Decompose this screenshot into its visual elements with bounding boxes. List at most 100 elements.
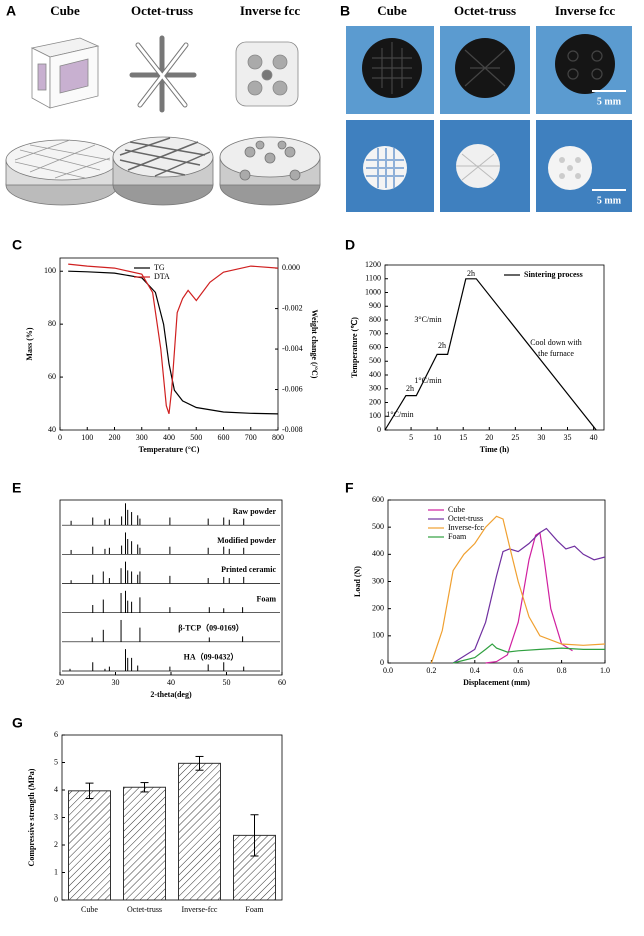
- bar: [123, 786, 166, 901]
- scaffold-models: [5, 136, 321, 206]
- y-tick-label: 2: [54, 840, 58, 849]
- bar: [68, 790, 111, 901]
- pattern-label: Raw powder: [233, 507, 277, 516]
- y-tick-label: 500: [372, 522, 384, 531]
- y-tick-label: 1200: [365, 260, 381, 269]
- y-tick-label: 80: [48, 319, 56, 328]
- pattern-label: Modified powder: [217, 536, 276, 545]
- panel-letter: F: [345, 480, 354, 496]
- panel-letter: G: [12, 715, 23, 731]
- column-title: Octet-truss: [131, 3, 193, 18]
- legend-label: Inverse-fcc: [448, 523, 484, 532]
- pattern-label: HA（09-0432）: [184, 652, 239, 662]
- y-tick-label: 200: [369, 397, 381, 406]
- y-tick-label: 1000: [365, 287, 381, 296]
- x-tick-label: 0.2: [426, 666, 436, 675]
- annotation: 1°C/min: [414, 376, 441, 385]
- plot-frame: [387, 499, 606, 664]
- x-tick-label: 800: [272, 433, 284, 442]
- legend-label: DTA: [154, 272, 170, 281]
- legend-label: Octet-truss: [448, 514, 483, 523]
- panel-letter: C: [12, 237, 22, 253]
- scale-bar-label: 5 mm: [597, 195, 622, 206]
- y-tick-label: 0: [377, 425, 381, 434]
- y-tick-label: 200: [372, 603, 384, 612]
- y-tick-label: 400: [369, 370, 381, 379]
- panel-letter: A: [6, 3, 16, 19]
- legend-label: Cube: [448, 505, 465, 514]
- y2-tick-label: -0.002: [282, 303, 303, 312]
- panel-letter: D: [345, 237, 355, 253]
- pattern-label: Printed ceramic: [221, 565, 276, 574]
- octet-model-faces: [136, 43, 188, 107]
- y-tick-label: 800: [369, 315, 381, 324]
- x-tick-label: 0.4: [470, 666, 480, 675]
- y-tick-label: 6: [54, 730, 58, 739]
- y-tick-label: 300: [372, 576, 384, 585]
- x-tick-label: Inverse-fcc: [182, 905, 218, 914]
- x-tick-label: 500: [190, 433, 202, 442]
- y-tick-label: 4: [54, 785, 58, 794]
- column-title: Octet-truss: [454, 3, 516, 18]
- y-tick-label: 40: [48, 425, 56, 434]
- y-tick-label: 60: [48, 372, 56, 381]
- x-tick-label: Octet-truss: [127, 905, 162, 914]
- x-tick-label: 40: [590, 433, 598, 442]
- pattern-label: β-TCP（09-0169）: [178, 623, 244, 633]
- x-tick-label: 200: [109, 433, 121, 442]
- column-title: Inverse fcc: [240, 3, 301, 18]
- x-tick-label: 600: [218, 433, 230, 442]
- x-tick-label: Foam: [245, 905, 264, 914]
- column-title: Inverse fcc: [555, 3, 616, 18]
- x-axis-label: Time (h): [480, 445, 510, 454]
- x-tick-label: 1.0: [600, 666, 610, 675]
- series-line: [485, 531, 573, 664]
- panel-letter: E: [12, 480, 21, 496]
- x-tick-label: 40: [167, 678, 175, 687]
- pattern-label: Foam: [256, 594, 276, 603]
- series-line: [68, 270, 279, 415]
- plot-frame: [59, 257, 279, 431]
- annotation: 2h: [438, 341, 446, 350]
- y-tick-label: 600: [369, 342, 381, 351]
- y2-tick-label: -0.006: [282, 384, 303, 393]
- legend-label: Foam: [448, 532, 467, 541]
- series-line: [452, 643, 605, 664]
- y-tick-label: 900: [369, 301, 381, 310]
- x-tick-label: 60: [278, 678, 286, 687]
- y-axis-label: Mass (%): [25, 327, 34, 360]
- y-tick-label: 100: [44, 266, 56, 275]
- y2-tick-label: -0.004: [282, 344, 303, 353]
- y-tick-label: 3: [54, 812, 58, 821]
- plot-frame: [59, 499, 283, 676]
- annotation: 1°C/min: [386, 410, 413, 419]
- column-title: Cube: [377, 3, 407, 18]
- y-tick-label: 100: [372, 631, 384, 640]
- series-line: [68, 263, 279, 414]
- x-tick-label: 0.0: [383, 666, 393, 675]
- column-title: Cube: [50, 3, 80, 18]
- annotation: the furnace: [538, 349, 574, 358]
- y-tick-label: 700: [369, 329, 381, 338]
- x-tick-label: 0: [58, 433, 62, 442]
- y-tick-label: 100: [369, 411, 381, 420]
- x-tick-label: 30: [537, 433, 545, 442]
- y-axis-label: Temperature (℃): [350, 317, 359, 378]
- x-tick-label: 20: [485, 433, 493, 442]
- x-tick-label: 0.8: [557, 666, 567, 675]
- x-axis-label: Displacement (mm): [463, 678, 530, 687]
- bar: [178, 762, 221, 901]
- y-tick-label: 1100: [365, 274, 381, 283]
- x-tick-label: 100: [81, 433, 93, 442]
- annotation: 2h: [406, 384, 414, 393]
- x-tick-label: 15: [459, 433, 467, 442]
- x-axis-label: 2-theta(deg): [150, 690, 192, 699]
- y-tick-label: 600: [372, 495, 384, 504]
- annotation: 2h: [467, 269, 475, 278]
- y2-tick-label: 0.000: [282, 263, 300, 272]
- annotation: Cool down with: [530, 338, 582, 347]
- plot-frame: [384, 264, 605, 431]
- y-axis-label: Compressive strength (MPa): [27, 768, 36, 866]
- series-line: [384, 278, 597, 431]
